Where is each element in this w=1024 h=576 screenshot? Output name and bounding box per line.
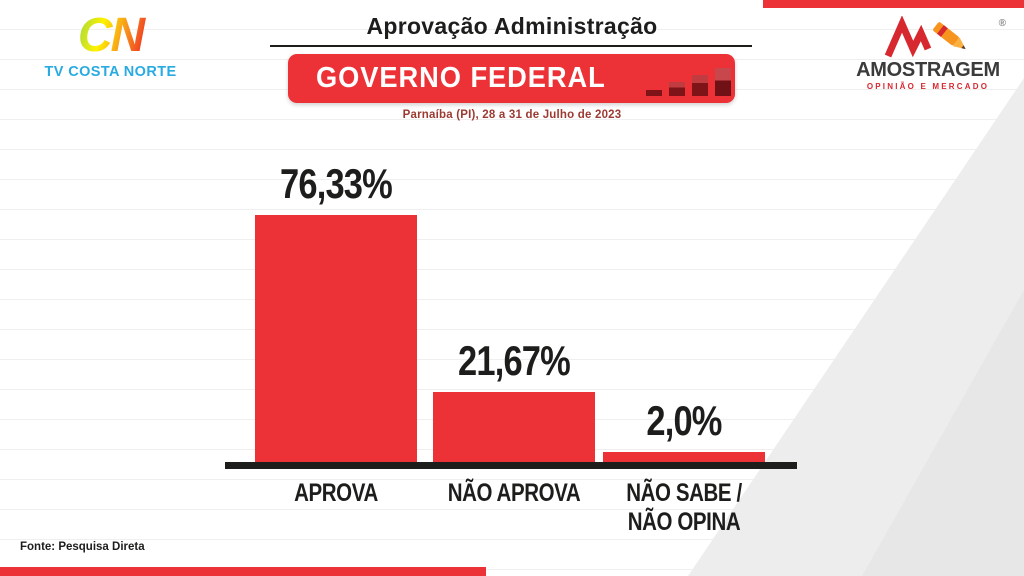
registered-trademark-icon: ® (998, 18, 1006, 29)
category-label-n-o-aprova: NÃO APROVA (447, 479, 581, 507)
bar-aprova (255, 215, 417, 462)
governo-federal-banner: GOVERNO FEDERAL (288, 54, 735, 103)
survey-subtitle: Parnaíba (PI), 28 a 31 de Julho de 2023 (402, 109, 622, 121)
bottom-accent-strip (0, 567, 486, 576)
category-label-aprova: APROVA (294, 479, 378, 507)
value-label-n-o-aprova: 21,67% (458, 337, 571, 384)
value-label-aprova: 76,33% (280, 160, 393, 207)
top-right-accent-strip (763, 0, 1024, 8)
amostragem-wordmark: AMOSTRAGEM (856, 59, 1000, 81)
banner-label: GOVERNO FEDERAL (316, 62, 606, 94)
page-title: Aprovação Administração (366, 13, 658, 39)
x-axis-line (225, 462, 797, 469)
diagonal-shape-small (862, 290, 1024, 576)
pencil-icon (933, 22, 966, 50)
source-note: Fonte: Pesquisa Direta (20, 541, 145, 553)
icon-bar-2 (669, 81, 686, 96)
bar-n-o-sabe-n-o-opina (603, 452, 765, 462)
amostragem-logo: ® AMOSTRAGEM OPINIÃO E MERCADO (848, 16, 1008, 91)
icon-bar-1 (646, 89, 663, 96)
tv-costa-norte-mark-icon: CN (28, 10, 193, 62)
value-label-n-o-sabe-n-o-opina: 2,0% (646, 397, 722, 444)
category-label-n-o-sabe-n-o-opina: NÃO SABE / NÃO OPINA (626, 479, 742, 536)
growing-bars-icon (646, 67, 732, 96)
bar-n-o-aprova (433, 392, 595, 462)
amostragem-mark-icon (884, 16, 966, 58)
tv-costa-norte-wordmark: TV COSTA NORTE (44, 64, 177, 80)
title-underline (270, 45, 752, 47)
amostragem-tagline: OPINIÃO E MERCADO (866, 82, 990, 91)
icon-bar-4 (715, 67, 732, 96)
tv-costa-norte-logo: CN TV COSTA NORTE (28, 10, 193, 81)
icon-bar-3 (692, 74, 709, 96)
